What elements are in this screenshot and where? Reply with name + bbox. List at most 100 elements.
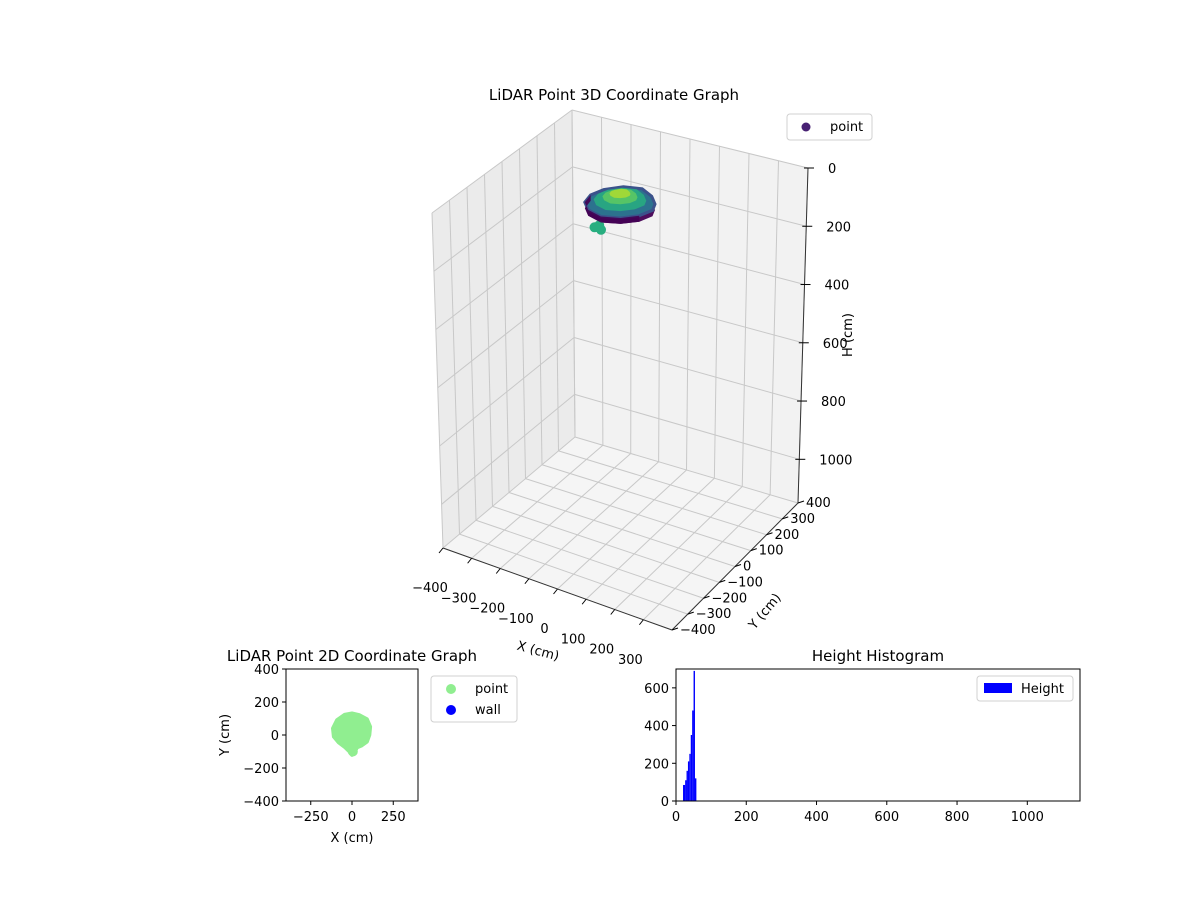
grid-z-left: [439, 337, 575, 447]
point-cloud-front-band: [584, 195, 640, 224]
y-tick-label: −400: [243, 795, 279, 810]
x-tick-label: 100: [561, 632, 586, 647]
histogram-bar: [686, 770, 688, 801]
histogram-bar: [694, 778, 697, 801]
y-tick-label: −200: [712, 591, 748, 606]
grid-x-back: [601, 117, 604, 446]
legend-3d-label: point: [830, 120, 863, 135]
grid-z-left: [435, 223, 574, 330]
legend-histogram-swatch: [984, 683, 1012, 693]
z-tick-label: 800: [821, 395, 846, 410]
x-tick-label: 200: [589, 643, 614, 658]
grid-y-floor: [541, 464, 767, 536]
x-axis-label: X (cm): [515, 639, 560, 665]
z-axis-label: H (cm): [841, 313, 856, 357]
x-tick: [524, 578, 530, 585]
grid-x-back: [686, 138, 691, 471]
histogram-bar: [690, 735, 693, 801]
grid-y-floor: [508, 492, 736, 567]
x-tick-label: 200: [734, 810, 759, 825]
x-tick-label: 300: [618, 653, 643, 668]
grid-y-left: [501, 161, 510, 493]
y-tick-label: 600: [644, 682, 669, 697]
y-tick: [671, 627, 679, 631]
y-tick: [687, 611, 694, 615]
point-cloud-inner-ring: [609, 188, 631, 199]
grid-y-left: [571, 109, 576, 438]
grid-y-left: [449, 200, 460, 535]
x-tick-label: 400: [804, 810, 829, 825]
grid-y-floor: [574, 436, 799, 504]
legend-histogram-label: Height: [1021, 682, 1064, 697]
y-tick: [719, 579, 726, 583]
chart-3d: −400−300−200−1000100200300−400−300−200−1…: [412, 86, 873, 668]
y-tick-label: 200: [775, 528, 800, 543]
grid-y-left: [519, 148, 526, 479]
legend-3d-marker: [801, 122, 811, 132]
legend-histogram-frame: [976, 675, 1074, 702]
grid-z-back: [572, 223, 805, 286]
legend-3d: point: [786, 113, 873, 141]
histogram-frame: [675, 668, 1081, 802]
y-tick-label: 400: [644, 720, 669, 735]
grid-z-back: [571, 109, 809, 169]
x-tick-label: 1000: [1011, 810, 1044, 825]
z-tick-label: 1000: [819, 453, 852, 468]
legend-2d: point wall: [430, 675, 518, 723]
histogram-bar: [685, 780, 687, 801]
y-tick-label: 100: [759, 544, 784, 559]
grid-z-back: [572, 166, 807, 227]
grid-x-back: [713, 146, 720, 479]
grid-z-left: [433, 166, 573, 272]
y-tick: [703, 595, 710, 599]
grid-z-left: [431, 109, 573, 214]
chart-histogram: Height Histogram 0 200 400 600 800 1000 0 200 400…: [644, 647, 1081, 825]
x-tick-label: 800: [945, 810, 970, 825]
grid-z-back: [573, 336, 802, 402]
y-tick-label: 400: [806, 496, 831, 511]
y-tick: [782, 516, 789, 520]
grid-z-left: [437, 280, 574, 389]
x-tick: [610, 609, 616, 615]
y-tick: [734, 564, 742, 567]
grid-y-floor: [558, 450, 783, 520]
y-axis-label: Y (cm): [745, 591, 784, 634]
grid-x-back: [741, 153, 750, 487]
histogram-bar: [683, 784, 686, 801]
x-tick: [495, 568, 501, 574]
z-tick-label: 600: [823, 337, 848, 352]
x-tick-label: 250: [381, 810, 406, 825]
x-tick-label: −250: [293, 810, 329, 825]
histogram-bar: [689, 753, 691, 801]
grid-x-back: [769, 160, 779, 495]
x-tick-label: −200: [469, 602, 505, 617]
grid-y-left: [536, 135, 543, 465]
grid-y-floor: [492, 505, 720, 583]
x-tick: [438, 547, 444, 554]
chart-3d-title: LiDAR Point 3D Coordinate Graph: [489, 86, 739, 104]
histogram-title: Height Histogram: [812, 647, 944, 665]
x-tick-label: 0: [672, 810, 680, 825]
x-tick-label: 0: [348, 810, 356, 825]
chart-2d-title: LiDAR Point 2D Coordinate Graph: [227, 647, 477, 665]
grid-z-back: [574, 393, 800, 460]
histogram-bar: [687, 761, 690, 801]
y-tick: [797, 500, 805, 504]
point-cloud-tail-point: [589, 222, 600, 233]
grid-y-floor: [475, 519, 704, 599]
z-tick-label: 200: [826, 220, 851, 235]
legend-2d-label: point: [475, 682, 508, 697]
histogram-bar: [692, 710, 694, 801]
x-tick: [553, 588, 558, 595]
legend-2d-marker: [446, 705, 456, 715]
legend-histogram: Height: [976, 675, 1074, 702]
y-tick: [750, 548, 757, 552]
grid-x-back: [658, 131, 661, 462]
grid-y-left: [484, 174, 493, 507]
y-tick-label: 200: [254, 696, 279, 711]
x-tick: [581, 598, 587, 605]
histogram-bar: [693, 670, 695, 801]
y-tick-label: −200: [243, 762, 279, 777]
y-axis-label: Y (cm): [218, 714, 233, 757]
